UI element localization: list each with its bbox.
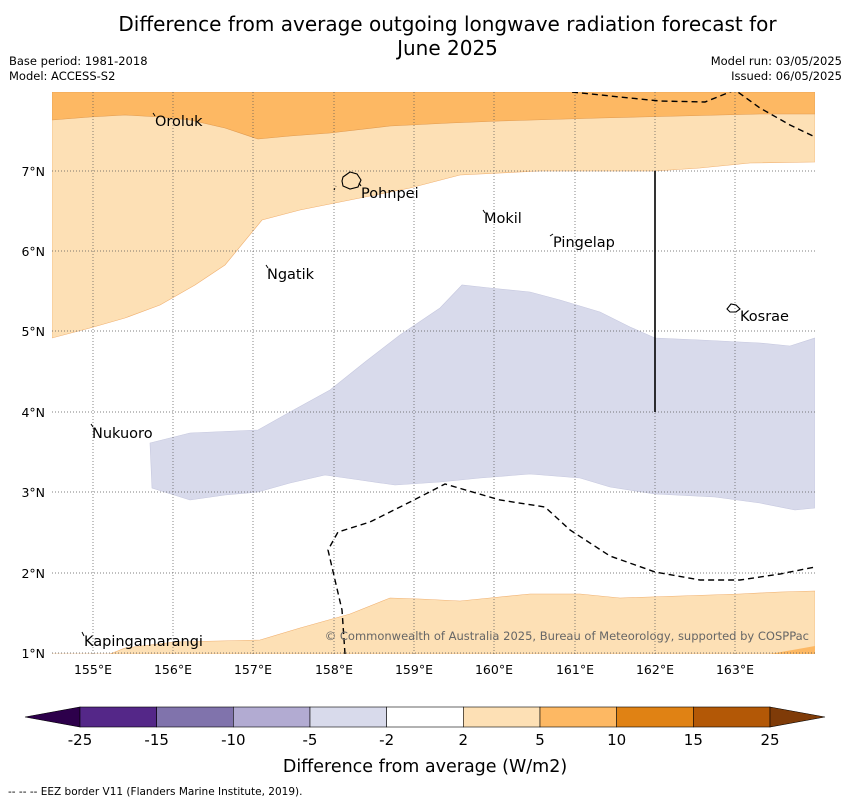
lat-label: 2°N xyxy=(21,566,45,581)
lon-axis-labels: 155°E 156°E 157°E 158°E 159°E 160°E 161°… xyxy=(74,662,754,677)
colorbar-cell xyxy=(693,706,771,728)
colorbar-cell xyxy=(539,706,617,728)
gridlines xyxy=(52,92,815,654)
label-pohnpei: Pohnpei xyxy=(361,186,419,202)
anomaly-region-north-light-orange xyxy=(52,92,815,339)
label-nukuoro: Nukuoro xyxy=(92,426,153,442)
colorbar-tick-label: -2 xyxy=(379,731,394,749)
lat-label: 4°N xyxy=(21,405,45,420)
meta-right: Model run: 03/05/2025 Issued: 06/05/2025 xyxy=(711,54,842,84)
colorbar-under-arrow xyxy=(24,706,81,728)
colorbar-tick-label: 25 xyxy=(760,731,779,749)
colorbar: -25 -15 -10 -5 -2 2 5 10 15 25 Difference from av… xyxy=(24,706,826,777)
colorbar-cell xyxy=(309,706,387,728)
colorbar-cell xyxy=(386,706,464,728)
lon-label: 157°E xyxy=(234,662,272,677)
base-period: Base period: 1981-2018 xyxy=(9,54,148,68)
map-title: Difference from average outgoing longwav… xyxy=(0,12,850,60)
eez-border-north xyxy=(571,92,815,138)
lon-label: 162°E xyxy=(636,662,674,677)
colorbar-cell xyxy=(616,706,694,728)
label-kosrae: Kosrae xyxy=(740,309,789,325)
map-area: Oroluk Pohnpei Mokil Pingelap Ngatik Kos… xyxy=(52,92,815,654)
lon-label: 156°E xyxy=(154,662,192,677)
lon-label: 161°E xyxy=(556,662,594,677)
kosrae-island-outline xyxy=(726,303,741,313)
colorbar-tick-label: 10 xyxy=(607,731,626,749)
colorbar-tick-label: 5 xyxy=(535,731,545,749)
anomaly-region-north-orange xyxy=(52,92,815,140)
colorbar-cell xyxy=(156,706,234,728)
colorbar-tick-label: 2 xyxy=(459,731,469,749)
lon-label: 159°E xyxy=(395,662,433,677)
lat-label: 6°N xyxy=(21,244,45,259)
colorbar-label: Difference from average (W/m2) xyxy=(283,757,567,777)
anomaly-region-central-light-purple xyxy=(149,284,815,511)
colorbar-tick-label: 15 xyxy=(684,731,703,749)
lat-label: 3°N xyxy=(21,485,45,500)
label-mokil: Mokil xyxy=(484,211,522,227)
ant-atoll-outline xyxy=(358,182,362,187)
place-labels: Oroluk Pohnpei Mokil Pingelap Ngatik Kos… xyxy=(84,114,789,650)
lat-label: 7°N xyxy=(21,164,45,179)
colorbar-tick-label: -10 xyxy=(221,731,246,749)
lon-label: 163°E xyxy=(716,662,754,677)
model-run: Model run: 03/05/2025 xyxy=(710,54,842,68)
anomaly-region-southeast-orange xyxy=(770,646,815,654)
colorbar-cells xyxy=(79,706,771,728)
label-kapingamarangi: Kapingamarangi xyxy=(84,634,203,650)
colorbar-tick-label: -15 xyxy=(144,731,169,749)
atoll-marks xyxy=(81,112,554,637)
colorbar-tick-labels: -25 -15 -10 -5 -2 2 5 10 15 25 xyxy=(68,731,780,749)
lon-label: 158°E xyxy=(315,662,353,677)
pohnpei-island-outline xyxy=(341,171,362,190)
copyright-notice: © Commonwealth of Australia 2025, Bureau… xyxy=(325,629,809,643)
colorbar-tick-label: -25 xyxy=(68,731,93,749)
label-ngatik: Ngatik xyxy=(267,267,315,283)
anomaly-region-south-light-orange xyxy=(52,590,815,654)
lon-label: 160°E xyxy=(475,662,513,677)
lat-label: 1°N xyxy=(21,646,45,661)
colorbar-tick-label: -5 xyxy=(303,731,318,749)
colorbar-cell xyxy=(79,706,157,728)
issued-date: Issued: 06/05/2025 xyxy=(731,69,842,83)
lat-label: 5°N xyxy=(21,324,45,339)
eez-borders xyxy=(327,92,815,654)
lat-axis-labels: 7°N 6°N 5°N 4°N 3°N 2°N 1°N xyxy=(21,164,45,661)
colorbar-over-arrow xyxy=(769,706,826,728)
meta-left: Base period: 1981-2018 Model: ACCESS-S2 xyxy=(9,54,148,84)
colorbar-cell xyxy=(463,706,541,728)
colorbar-cell xyxy=(233,706,311,728)
islands xyxy=(333,171,741,313)
pohnpei-reef-dashes xyxy=(333,185,337,191)
eez-footnote: -- -- -- EEZ border V11 (Flanders Marine… xyxy=(8,786,303,798)
eez-border-pohnpei-kapinga xyxy=(327,483,815,654)
map-title-line2: June 2025 xyxy=(397,36,498,60)
label-pingelap: Pingelap xyxy=(553,235,615,251)
lon-label: 155°E xyxy=(74,662,112,677)
map-title-line1: Difference from average outgoing longwav… xyxy=(118,12,777,36)
label-oroluk: Oroluk xyxy=(155,114,203,130)
model-name: Model: ACCESS-S2 xyxy=(9,69,116,83)
